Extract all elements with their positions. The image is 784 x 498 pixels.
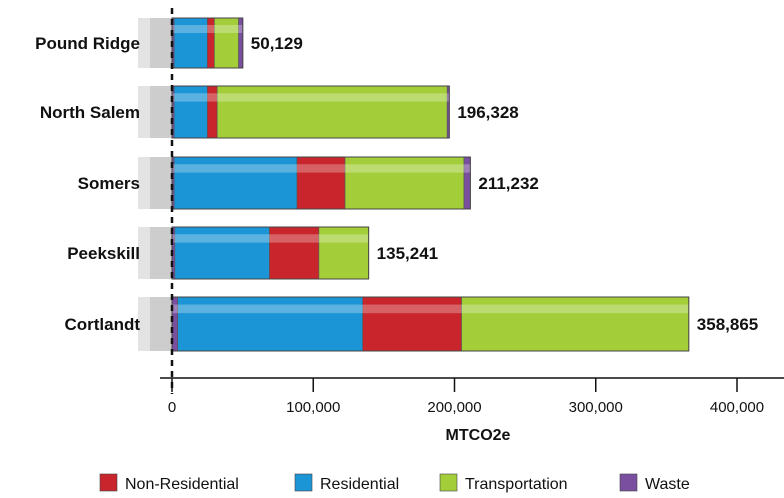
legend-swatch (294, 473, 313, 492)
total-label: 196,328 (457, 103, 518, 122)
bar-segment-transportation (318, 226, 369, 280)
x-tick-label: 100,000 (286, 399, 340, 416)
bar-segment-non-residential (362, 296, 462, 352)
bar-segment-transportation (461, 296, 690, 352)
legend-label: Transportation (465, 476, 568, 493)
bar-segment-residential (173, 17, 208, 69)
x-axis (160, 8, 784, 394)
x-ticks: 0 100,000 200,000 300,000 400,000 (168, 378, 764, 416)
total-label: 50,129 (251, 34, 303, 53)
legend-label: Waste (645, 476, 690, 493)
x-tick-label: 300,000 (569, 399, 623, 416)
x-axis-title: MTCO2e (446, 427, 511, 444)
category-label: Cortlandt (64, 315, 140, 334)
bar-background-stub-shade (150, 18, 172, 68)
category-label: North Salem (40, 103, 140, 122)
bar-outline (171, 156, 471, 210)
category-labels: Pound Ridge North Salem Somers Peekskill Cor… (35, 34, 140, 334)
legend: Non-Residential Residential Transportation… (99, 473, 690, 493)
bar-segment-non-residential (296, 156, 346, 210)
bar-segment-residential (173, 85, 208, 139)
x-tick-label: 200,000 (427, 399, 481, 416)
bar-segment-transportation (214, 17, 239, 69)
bar-highlight (172, 25, 243, 33)
bar-highlight (172, 304, 689, 314)
total-label: 211,232 (478, 174, 539, 193)
total-label: 135,241 (377, 244, 438, 263)
bar-background-stub-shade (150, 157, 172, 209)
bar-segment-residential (174, 226, 270, 280)
category-label: Somers (78, 174, 140, 193)
bar-highlight (172, 234, 369, 243)
category-label: Peekskill (67, 244, 140, 263)
bar-segment-transportation (344, 156, 465, 210)
bar-background-stub-shade (150, 86, 172, 138)
legend-swatch (619, 473, 638, 492)
bars-layer (138, 17, 690, 352)
bar-segment-residential (177, 296, 363, 352)
bar-highlight (172, 164, 471, 173)
bar-highlight (172, 93, 450, 102)
x-tick-label: 0 (168, 399, 176, 416)
x-tick-label: 400,000 (710, 399, 764, 416)
legend-swatch (99, 473, 118, 492)
bar-background-stub-shade (150, 227, 172, 279)
total-label: 358,865 (697, 315, 758, 334)
bar-background-stub-shade (150, 297, 172, 351)
legend-label: Non-Residential (125, 476, 239, 493)
legend-label: Residential (320, 476, 399, 493)
category-label: Pound Ridge (35, 34, 140, 53)
total-labels: 50,129 196,328 211,232 135,241 358,865 (251, 34, 758, 334)
bar-segment-transportation (216, 85, 448, 139)
bar-outline (171, 296, 690, 352)
legend-swatch (439, 473, 458, 492)
bar-segment-non-residential (269, 226, 320, 280)
